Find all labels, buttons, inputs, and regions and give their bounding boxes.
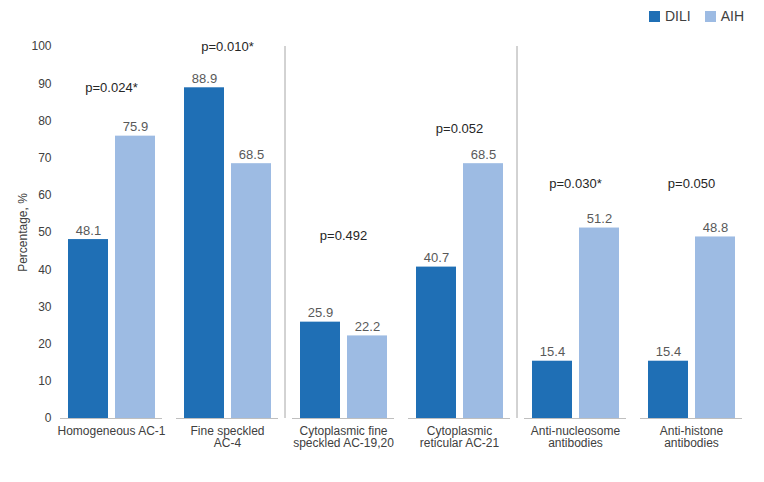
svg-text:p=0.030*: p=0.030*	[549, 176, 601, 191]
svg-text:15.4: 15.4	[656, 344, 681, 359]
svg-text:75.9: 75.9	[123, 119, 148, 134]
svg-text:Homogeneous AC-1: Homogeneous AC-1	[57, 424, 165, 438]
svg-text:Cytoplasmicreticular AC-21: Cytoplasmicreticular AC-21	[420, 424, 500, 450]
svg-text:90: 90	[38, 77, 52, 91]
svg-text:68.5: 68.5	[471, 147, 496, 162]
svg-text:70: 70	[38, 151, 52, 165]
svg-text:80: 80	[38, 114, 52, 128]
svg-text:15.4: 15.4	[540, 344, 565, 359]
svg-text:68.5: 68.5	[239, 147, 264, 162]
svg-text:0: 0	[45, 411, 52, 425]
svg-text:30: 30	[38, 300, 52, 314]
html-text:AIH: AIH	[720, 8, 744, 24]
svg-text:Anti-nucleosomeantibodies: Anti-nucleosomeantibodies	[531, 424, 621, 450]
svg-text:40: 40	[38, 263, 52, 277]
svg-text:Fine speckledAC-4: Fine speckledAC-4	[190, 424, 264, 450]
svg-text:25.9: 25.9	[308, 305, 333, 320]
svg-text:Anti-histoneantibodies: Anti-histoneantibodies	[660, 424, 724, 450]
svg-text:60: 60	[38, 188, 52, 202]
svg-text:100: 100	[31, 39, 51, 53]
svg-text:p=0.052: p=0.052	[436, 121, 483, 136]
svg-text:Percentage, %: Percentage, %	[16, 193, 30, 272]
svg-text:10: 10	[38, 374, 52, 388]
svg-text:22.2: 22.2	[355, 319, 380, 334]
svg-text:p=0.492: p=0.492	[320, 228, 367, 243]
svg-text:Cytoplasmic finespeckled AC-19: Cytoplasmic finespeckled AC-19,20	[293, 424, 394, 450]
svg-text:88.9: 88.9	[192, 71, 217, 86]
svg-text:p=0.050: p=0.050	[668, 176, 715, 191]
svg-text:48.1: 48.1	[76, 223, 101, 238]
svg-text:51.2: 51.2	[587, 211, 612, 226]
svg-text:20: 20	[38, 337, 52, 351]
svg-text:p=0.010*: p=0.010*	[201, 39, 253, 54]
html-text:DILI: DILI	[665, 8, 691, 24]
svg-text:48.8: 48.8	[703, 220, 728, 235]
svg-text:50: 50	[38, 225, 52, 239]
svg-text:40.7: 40.7	[424, 250, 449, 265]
svg-text:p=0.024*: p=0.024*	[85, 80, 137, 95]
